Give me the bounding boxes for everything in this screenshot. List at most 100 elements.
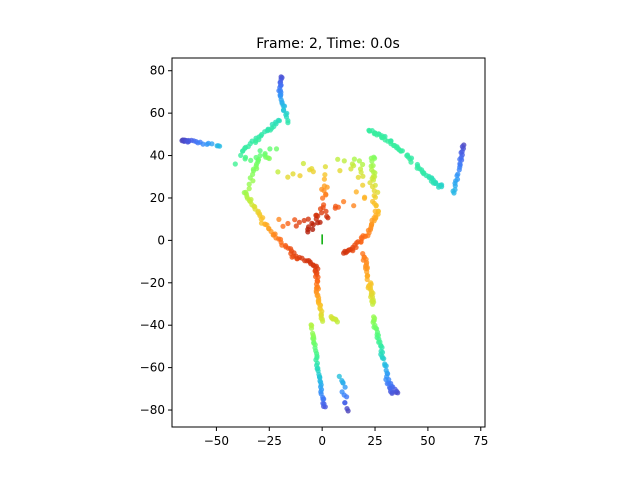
data-point xyxy=(408,159,414,165)
data-point xyxy=(323,208,329,214)
x-tick-label: −25 xyxy=(257,434,282,448)
data-point xyxy=(341,199,347,205)
y-tick-label: −60 xyxy=(140,361,165,375)
data-point xyxy=(258,133,264,139)
data-point xyxy=(341,250,347,256)
data-point xyxy=(321,176,327,182)
data-point xyxy=(280,223,286,229)
data-point xyxy=(436,184,442,190)
data-point xyxy=(260,215,266,221)
data-point xyxy=(351,203,357,209)
data-point xyxy=(267,146,273,152)
data-point xyxy=(246,186,252,192)
data-point xyxy=(372,194,378,200)
data-point xyxy=(360,173,366,179)
y-axis: −80 −60 −40 −20 0 20 40 60 80 xyxy=(140,64,172,417)
data-point xyxy=(257,153,263,159)
data-point xyxy=(452,183,458,189)
data-point xyxy=(369,184,376,190)
data-point xyxy=(404,153,410,159)
data-point xyxy=(339,389,345,395)
x-tick-label: 50 xyxy=(420,434,435,448)
data-point xyxy=(245,143,251,150)
data-point xyxy=(310,169,316,175)
data-point xyxy=(336,373,342,379)
data-point xyxy=(272,231,278,237)
data-point xyxy=(457,156,463,162)
data-point xyxy=(355,174,361,180)
data-point xyxy=(267,127,273,133)
data-point xyxy=(200,141,206,147)
x-tick-label: −50 xyxy=(204,434,229,448)
data-point xyxy=(266,155,272,162)
data-point xyxy=(374,132,380,138)
data-point xyxy=(370,177,377,183)
data-point xyxy=(382,137,388,143)
data-point xyxy=(365,227,371,233)
data-point xyxy=(317,206,324,212)
y-tick-label: −20 xyxy=(140,276,165,290)
data-point xyxy=(322,164,328,170)
data-point xyxy=(248,157,254,163)
data-point xyxy=(370,169,376,175)
x-axis: −50 −25 0 25 50 75 xyxy=(204,427,488,448)
data-point xyxy=(253,139,259,145)
data-point xyxy=(240,148,246,154)
data-point xyxy=(250,178,256,184)
data-point xyxy=(348,166,354,172)
data-point xyxy=(281,103,288,109)
data-point xyxy=(382,361,388,367)
data-point xyxy=(257,148,263,154)
data-point xyxy=(300,160,306,167)
data-point xyxy=(370,198,376,205)
data-point xyxy=(238,152,244,158)
data-point xyxy=(351,156,357,162)
data-point xyxy=(285,174,291,180)
data-point xyxy=(246,181,252,187)
data-point xyxy=(305,229,311,235)
data-point xyxy=(217,143,223,149)
data-point xyxy=(372,208,378,214)
data-point xyxy=(310,226,316,232)
y-tick-label: −80 xyxy=(140,403,165,417)
data-point xyxy=(305,216,311,222)
data-point xyxy=(292,217,298,223)
data-point xyxy=(276,216,282,222)
y-tick-label: 60 xyxy=(150,106,165,120)
data-point xyxy=(344,406,350,412)
y-tick-label: 80 xyxy=(150,64,165,78)
data-point xyxy=(254,166,260,172)
data-point xyxy=(414,165,420,171)
data-point xyxy=(360,161,366,168)
y-tick-label: 0 xyxy=(157,233,165,247)
data-point xyxy=(356,158,362,164)
data-point xyxy=(342,400,348,406)
data-point xyxy=(301,217,307,224)
data-point xyxy=(335,156,341,162)
data-point xyxy=(315,220,321,226)
data-point xyxy=(324,184,330,190)
data-point xyxy=(341,158,347,164)
chart-title: Frame: 2, Time: 0.0s xyxy=(256,36,400,52)
data-point xyxy=(368,280,374,286)
x-tick-label: 75 xyxy=(473,434,488,448)
data-point xyxy=(293,223,299,229)
data-point xyxy=(242,156,248,162)
data-point xyxy=(339,378,345,384)
y-tick-label: −40 xyxy=(140,318,165,332)
data-point xyxy=(360,251,366,257)
data-point xyxy=(337,168,343,174)
data-point xyxy=(285,220,291,227)
data-point xyxy=(371,314,377,320)
x-tick-label: 25 xyxy=(367,434,382,448)
data-point xyxy=(456,167,462,173)
data-point xyxy=(383,367,389,373)
data-point xyxy=(358,169,364,175)
y-tick-label: 20 xyxy=(150,191,165,205)
data-point xyxy=(388,141,394,147)
data-point xyxy=(361,195,368,201)
data-point xyxy=(322,172,328,178)
data-point xyxy=(371,188,377,194)
data-point xyxy=(285,120,291,126)
